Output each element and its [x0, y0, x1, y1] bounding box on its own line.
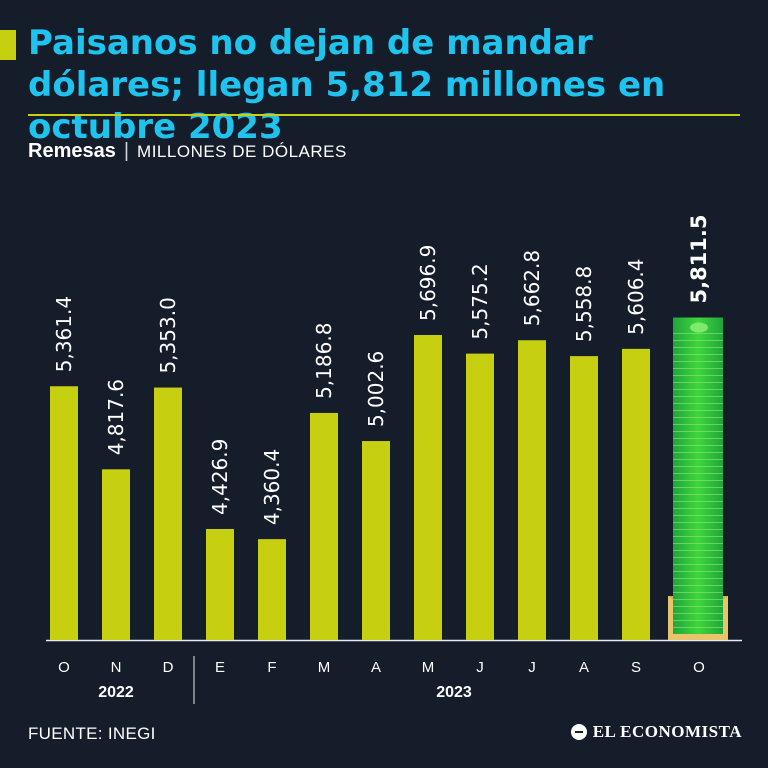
bar — [258, 539, 286, 640]
x-tick-label: F — [267, 659, 276, 676]
subtitle-unit: MILLONES DE DÓLARES — [137, 142, 347, 161]
x-tick-label: J — [528, 659, 536, 676]
bar — [518, 340, 546, 640]
bar — [154, 387, 182, 640]
x-tick-label: D — [163, 659, 174, 676]
bar — [622, 348, 650, 640]
bar — [50, 386, 78, 640]
subtitle-separator: | — [123, 140, 130, 162]
x-tick-label: E — [215, 659, 225, 676]
bar — [206, 528, 234, 640]
bar — [362, 441, 390, 640]
bar-value-label: 5,606.4 — [624, 258, 648, 334]
bill-seal-icon — [690, 322, 708, 333]
x-tick-label: M — [318, 659, 331, 676]
bar-value-label: 5,575.2 — [468, 263, 492, 339]
brand-logo: EL ECONOMISTA — [570, 722, 742, 742]
bar — [466, 353, 494, 640]
bar — [570, 356, 598, 640]
chart-title: Paisanos no dejan de mandar dólares; lle… — [28, 23, 666, 147]
chart-subtitle: Remesas | MILLONES DE DÓLARES — [28, 140, 347, 163]
bar-value-label: 4,360.4 — [260, 449, 284, 525]
year-group-label: 2022 — [98, 684, 134, 701]
bar-value-label: 4,426.9 — [208, 439, 232, 515]
bar — [102, 469, 130, 640]
title-divider — [28, 114, 740, 116]
bar-value-label: 5,811.5 — [687, 215, 711, 304]
bar-value-label: 5,696.9 — [416, 245, 440, 321]
year-group-label: 2023 — [436, 684, 472, 701]
bar-value-label: 5,353.0 — [156, 297, 180, 373]
bar — [310, 412, 338, 640]
brand-name: EL ECONOMISTA — [592, 722, 742, 741]
x-tick-label: N — [111, 659, 122, 676]
bar-value-label: 4,817.6 — [104, 379, 128, 455]
highlight-bar — [673, 317, 723, 634]
bar-value-label: 5,662.8 — [520, 250, 544, 326]
x-tick-label: M — [422, 659, 435, 676]
x-tick-label: J — [476, 659, 484, 676]
bar-value-label: 5,361.4 — [52, 296, 76, 372]
source-note: FUENTE: INEGI — [28, 724, 156, 743]
title-accent-block — [0, 30, 16, 60]
bar — [414, 335, 442, 640]
bar-value-label: 5,558.8 — [572, 266, 596, 342]
x-tick-label: S — [631, 659, 641, 676]
x-tick-label: O — [693, 659, 705, 676]
subtitle-label: Remesas — [28, 140, 116, 162]
bar-value-label: 5,186.8 — [312, 323, 336, 399]
brand-mark-icon — [570, 724, 587, 740]
x-tick-label: O — [58, 659, 70, 676]
x-tick-label: A — [371, 659, 381, 676]
bar-value-label: 5,002.6 — [364, 351, 388, 427]
x-tick-label: A — [579, 659, 589, 676]
